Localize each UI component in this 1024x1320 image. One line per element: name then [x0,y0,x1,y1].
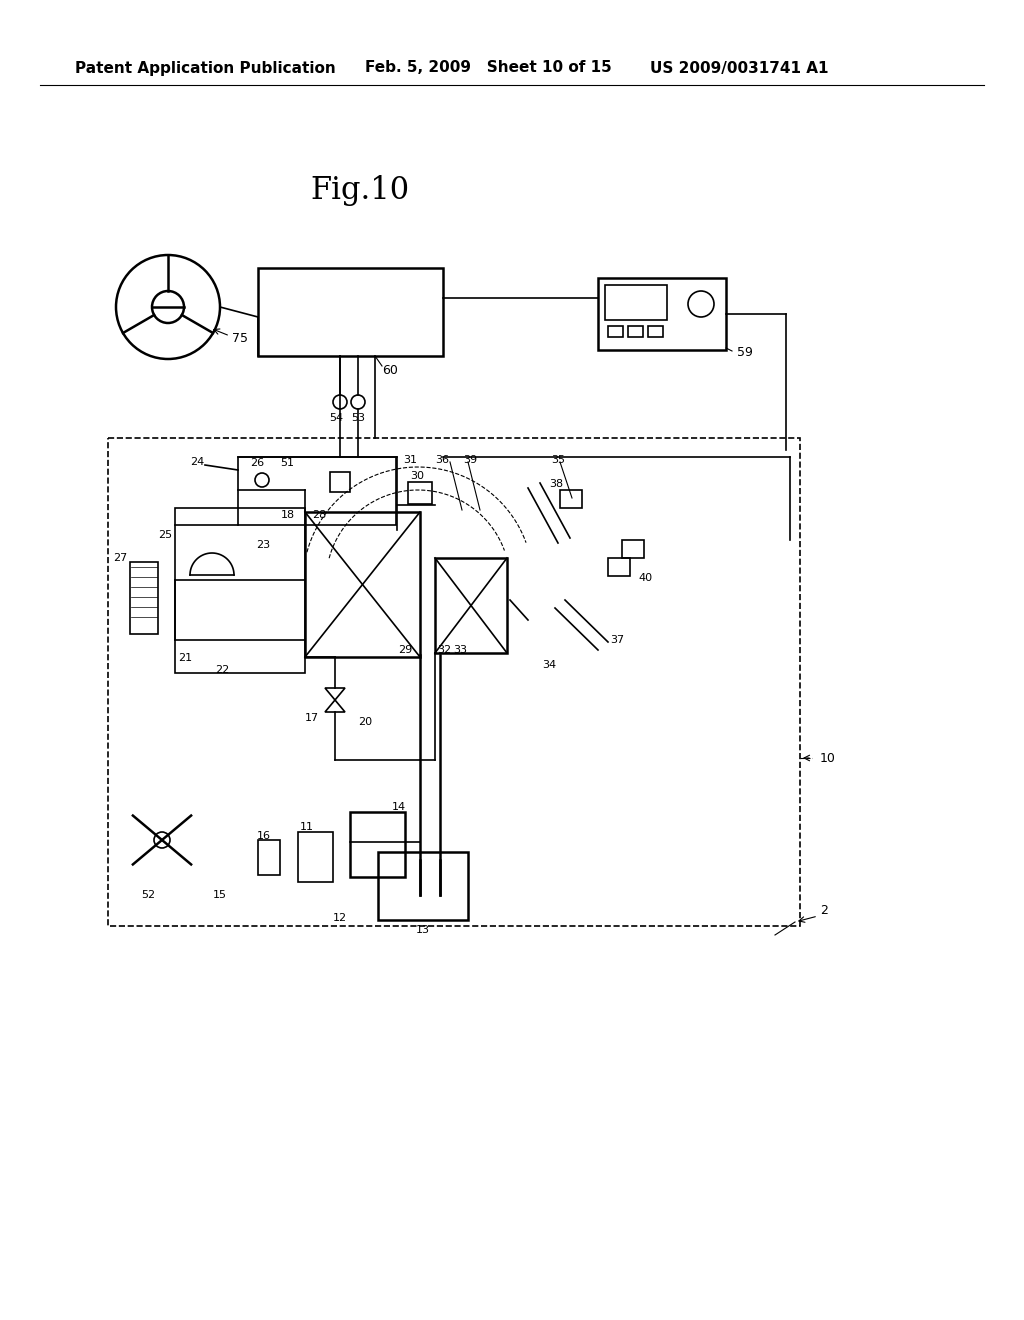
Text: 54: 54 [329,413,343,422]
Text: 2: 2 [820,903,827,916]
Bar [648,326,663,337]
Bar [628,326,643,337]
Bar [175,508,305,673]
Bar [298,832,333,882]
Text: 16: 16 [257,832,271,841]
Text: 53: 53 [351,413,365,422]
Text: 23: 23 [256,540,270,550]
Bar [350,812,406,876]
Bar [560,490,582,508]
Text: US 2009/0031741 A1: US 2009/0031741 A1 [650,61,828,75]
Bar [605,285,667,319]
Bar [305,512,420,657]
Text: 33: 33 [453,645,467,655]
Polygon shape [325,688,345,700]
Polygon shape [325,700,345,711]
Text: 10: 10 [820,751,836,764]
Bar [130,562,158,634]
Bar [258,268,443,356]
Text: 35: 35 [551,455,565,465]
Bar [608,326,623,337]
Text: 21: 21 [178,653,193,663]
Text: 11: 11 [300,822,314,832]
Bar [408,482,432,504]
Text: 31: 31 [403,455,417,465]
Text: Fig.10: Fig.10 [310,174,410,206]
Text: 17: 17 [305,713,319,723]
Text: 27: 27 [113,553,127,564]
Text: 18: 18 [281,510,295,520]
Text: 40: 40 [638,573,652,583]
Text: 25: 25 [158,531,172,540]
Text: 75: 75 [232,331,248,345]
Bar [258,840,280,875]
Bar [330,473,350,492]
Bar [608,558,630,576]
Text: 52: 52 [141,890,155,900]
Bar [238,457,396,525]
Text: 30: 30 [410,471,424,480]
Text: Feb. 5, 2009   Sheet 10 of 15: Feb. 5, 2009 Sheet 10 of 15 [365,61,611,75]
Text: 38: 38 [549,479,563,488]
Bar [598,279,726,350]
Bar [622,540,644,558]
Text: Patent Application Publication: Patent Application Publication [75,61,336,75]
Text: 20: 20 [358,717,372,727]
Text: 26: 26 [250,458,264,469]
Text: 29: 29 [398,645,412,655]
Text: 36: 36 [435,455,449,465]
Text: 14: 14 [392,803,407,812]
Text: 34: 34 [542,660,556,671]
Text: 28: 28 [312,510,327,520]
Text: 32: 32 [437,645,451,655]
Text: 60: 60 [382,363,398,376]
Text: 22: 22 [215,665,229,675]
Text: 12: 12 [333,913,347,923]
Text: 51: 51 [280,458,294,469]
Text: 39: 39 [463,455,477,465]
Bar [435,558,507,653]
Text: 37: 37 [610,635,624,645]
Text: 13: 13 [416,925,430,935]
Text: 59: 59 [737,346,753,359]
Text: 15: 15 [213,890,227,900]
Bar [378,851,468,920]
Bar [108,438,800,927]
Text: 24: 24 [190,457,204,467]
